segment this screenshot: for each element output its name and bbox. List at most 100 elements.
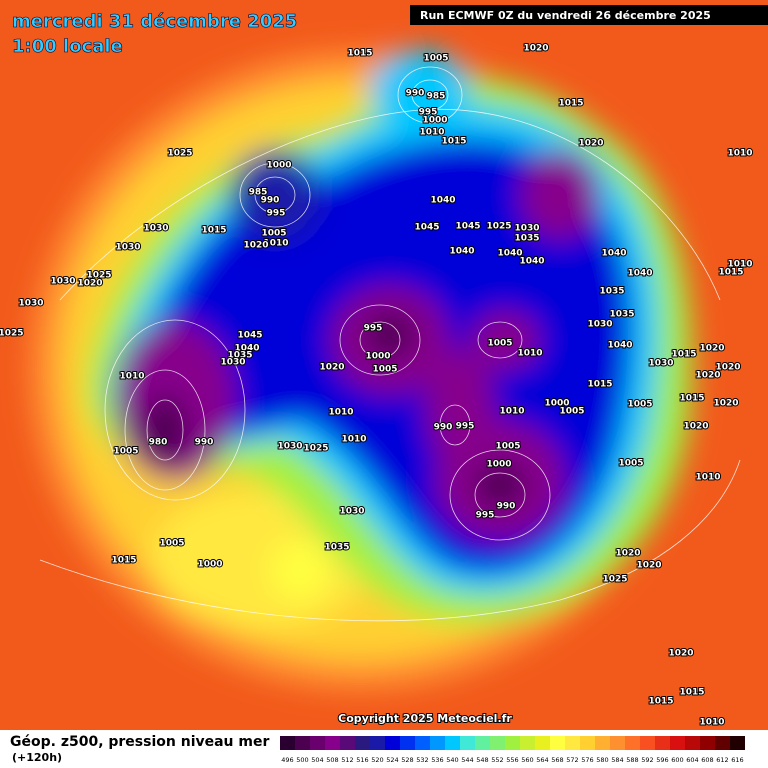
run-box bbox=[410, 5, 768, 25]
pressure-label: 1000 bbox=[544, 399, 569, 409]
legend-label: 564 bbox=[536, 756, 548, 764]
legend-swatch bbox=[310, 736, 325, 750]
pressure-label: 1010 bbox=[499, 407, 524, 417]
legend-label: 520 bbox=[371, 756, 383, 764]
pressure-label: 990 bbox=[434, 423, 453, 433]
legend-label: 496 bbox=[281, 756, 293, 764]
pressure-label: 990 bbox=[261, 196, 280, 206]
legend-swatch bbox=[625, 736, 640, 750]
legend-label: 548 bbox=[476, 756, 488, 764]
legend: 496 500 504 508 512 516 520 524 528 532 536 540 544 5… bbox=[280, 736, 745, 764]
legend-swatch bbox=[655, 736, 670, 750]
legend-swatch bbox=[340, 736, 355, 750]
pressure-label: 1030 bbox=[587, 320, 612, 330]
pressure-label: 1000 bbox=[266, 161, 291, 171]
legend-swatch bbox=[355, 736, 370, 750]
legend-swatch bbox=[490, 736, 505, 750]
legend-label: 532 bbox=[416, 756, 428, 764]
legend-swatch bbox=[700, 736, 715, 750]
legend-label: 592 bbox=[641, 756, 653, 764]
pressure-label: 1005 bbox=[495, 442, 520, 452]
pressure-label: 1030 bbox=[18, 299, 43, 309]
pressure-label: 1025 bbox=[86, 271, 111, 281]
pressure-label: 1040 bbox=[607, 341, 632, 351]
legend-label: 580 bbox=[596, 756, 608, 764]
legend-label: 504 bbox=[311, 756, 323, 764]
pressure-label: 1030 bbox=[514, 224, 539, 234]
legend-swatch bbox=[520, 736, 535, 750]
pressure-label: 1010 bbox=[517, 349, 542, 359]
pressure-label: 1040 bbox=[234, 344, 259, 354]
legend-swatch bbox=[325, 736, 340, 750]
pressure-label: 1010 bbox=[341, 435, 366, 445]
pressure-label: 1010 bbox=[695, 473, 720, 483]
legend-swatch bbox=[610, 736, 625, 750]
time-title: 1:00 locale bbox=[12, 36, 123, 57]
pressure-label: 995 bbox=[456, 422, 475, 432]
legend-swatch bbox=[370, 736, 385, 750]
legend-swatch bbox=[385, 736, 400, 750]
pressure-label: 1000 bbox=[422, 116, 447, 126]
pressure-label: 1020 bbox=[699, 344, 724, 354]
pressure-label: 1015 bbox=[587, 380, 612, 390]
pressure-label: 1040 bbox=[497, 249, 522, 259]
legend-label: 596 bbox=[656, 756, 668, 764]
pressure-label: 990 bbox=[497, 502, 516, 512]
isobars bbox=[39, 66, 741, 622]
legend-swatch bbox=[460, 736, 475, 750]
pressure-label: 1010 bbox=[119, 372, 144, 382]
pressure-label: 1040 bbox=[430, 196, 455, 206]
pressure-label: 1015 bbox=[679, 688, 704, 698]
legend-label: 544 bbox=[461, 756, 473, 764]
pressure-label: 1015 bbox=[558, 99, 583, 109]
legend-label: 512 bbox=[341, 756, 353, 764]
pressure-label: 1020 bbox=[715, 363, 740, 373]
legend-label: 576 bbox=[581, 756, 593, 764]
pressure-label: 1010 bbox=[419, 128, 444, 138]
footer-title: Géop. z500, pression niveau mer bbox=[10, 734, 269, 750]
date-title: mercredi 31 décembre 2025 bbox=[12, 11, 297, 32]
pressure-label: 980 bbox=[149, 438, 168, 448]
legend-swatch bbox=[685, 736, 700, 750]
pressure-label: 995 bbox=[419, 108, 438, 118]
pressure-label: 1030 bbox=[339, 507, 364, 517]
legend-swatch bbox=[565, 736, 580, 750]
pressure-label: 1020 bbox=[695, 371, 720, 381]
pressure-label: 1040 bbox=[601, 249, 626, 259]
legend-swatch bbox=[280, 736, 295, 750]
pressure-label: 1020 bbox=[713, 399, 738, 409]
legend-label: 524 bbox=[386, 756, 398, 764]
pressure-label: 1010 bbox=[699, 718, 724, 728]
legend-swatch bbox=[445, 736, 460, 750]
run-info: Run ECMWF 0Z du vendredi 26 décembre 202… bbox=[420, 9, 711, 22]
pressure-label: 1010 bbox=[727, 260, 752, 270]
pressure-label: 985 bbox=[427, 92, 446, 102]
legend-label: 584 bbox=[611, 756, 623, 764]
legend-label: 600 bbox=[671, 756, 683, 764]
pressure-label: 1020 bbox=[668, 649, 693, 659]
pressure-label: 1000 bbox=[486, 460, 511, 470]
legend-label: 604 bbox=[686, 756, 698, 764]
legend-label: 560 bbox=[521, 756, 533, 764]
legend-label: 588 bbox=[626, 756, 638, 764]
legend-label: 572 bbox=[566, 756, 578, 764]
legend-label: 516 bbox=[356, 756, 368, 764]
legend-swatch bbox=[580, 736, 595, 750]
pressure-label: 1020 bbox=[615, 549, 640, 559]
pressure-label: 1010 bbox=[727, 149, 752, 159]
pressure-label: 1025 bbox=[0, 329, 24, 339]
legend-swatch bbox=[640, 736, 655, 750]
pressure-label: 995 bbox=[476, 511, 495, 521]
legend-label: 568 bbox=[551, 756, 563, 764]
pressure-label: 1030 bbox=[50, 277, 75, 287]
pressure-label: 1025 bbox=[303, 444, 328, 454]
legend-label: 608 bbox=[701, 756, 713, 764]
pressure-label: 1005 bbox=[487, 339, 512, 349]
legend-swatch bbox=[400, 736, 415, 750]
pressure-label: 1030 bbox=[143, 224, 168, 234]
legend-label: 540 bbox=[446, 756, 458, 764]
legend-label: 528 bbox=[401, 756, 413, 764]
pressure-label: 1015 bbox=[441, 137, 466, 147]
pressure-label: 1035 bbox=[324, 543, 349, 553]
